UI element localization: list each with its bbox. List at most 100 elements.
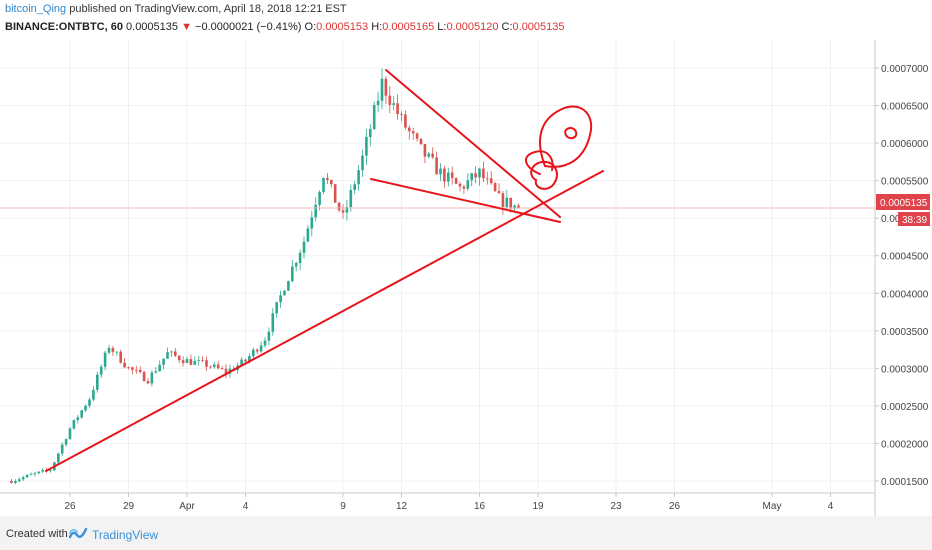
x-tick-label: 9 bbox=[340, 501, 346, 512]
symbol-line: BINANCE:ONTBTC, 60 0.0005135 ▼ −0.000002… bbox=[5, 21, 565, 33]
candle-body bbox=[107, 347, 111, 353]
candle-body bbox=[435, 157, 438, 175]
price-badge: 0.0005135 38:39 bbox=[876, 194, 930, 226]
y-tick-label: 0.0003000 bbox=[881, 364, 929, 375]
candle-body bbox=[415, 133, 419, 139]
candle-body bbox=[244, 359, 247, 362]
candle-body bbox=[138, 369, 142, 373]
candle-body bbox=[25, 474, 29, 478]
candle-body bbox=[294, 263, 298, 267]
candle-body bbox=[337, 202, 341, 211]
candle-body bbox=[372, 105, 376, 130]
candle-body bbox=[131, 367, 134, 370]
candle-body bbox=[318, 192, 321, 205]
candle-body bbox=[162, 358, 165, 365]
candle-body bbox=[197, 360, 200, 361]
x-tick-label: 12 bbox=[396, 501, 408, 512]
author-link[interactable]: bitcoin_Qing bbox=[5, 3, 67, 15]
candle-body bbox=[37, 471, 41, 474]
candle-body bbox=[123, 362, 126, 368]
candle-body bbox=[341, 210, 345, 213]
candle-body bbox=[49, 470, 52, 472]
candle-body bbox=[174, 351, 177, 356]
candle-body bbox=[177, 355, 181, 361]
tradingview-logo-icon[interactable] bbox=[68, 524, 88, 542]
x-tick-label: Apr bbox=[179, 501, 195, 512]
candle-body bbox=[158, 364, 161, 372]
candle-body bbox=[454, 178, 458, 184]
candle-body bbox=[33, 473, 37, 475]
candle-body bbox=[142, 372, 146, 382]
candle-body bbox=[283, 290, 286, 296]
candle-body bbox=[287, 281, 290, 291]
candle-body bbox=[60, 444, 64, 454]
candle-body bbox=[489, 178, 493, 184]
published-text: published on TradingView.com, April 18, … bbox=[69, 3, 347, 15]
y-tick-label: 0.0005500 bbox=[881, 177, 929, 188]
candle-body bbox=[450, 172, 454, 179]
candle-body bbox=[505, 197, 509, 207]
candle-body bbox=[18, 479, 21, 481]
candle-body bbox=[10, 481, 13, 483]
candle-body bbox=[369, 129, 372, 138]
candle-body bbox=[482, 168, 485, 179]
x-tick-label: 4 bbox=[828, 501, 834, 512]
candle-body bbox=[119, 351, 122, 363]
candle-body bbox=[205, 360, 208, 367]
candle-body bbox=[259, 345, 263, 352]
candle-body bbox=[384, 78, 388, 96]
candle-body bbox=[21, 477, 25, 480]
candle-body bbox=[408, 127, 411, 132]
candle-body bbox=[185, 359, 189, 364]
grid-lines bbox=[0, 40, 875, 493]
candle-body bbox=[427, 153, 431, 157]
y-tick-label: 0.0002000 bbox=[881, 439, 929, 450]
high-value: 0.0005165 bbox=[382, 21, 435, 33]
candle-body bbox=[127, 367, 130, 369]
candle-body bbox=[255, 349, 259, 352]
candle-body bbox=[466, 180, 470, 189]
annotations bbox=[45, 69, 604, 472]
candle-body bbox=[306, 228, 310, 242]
close-value: 0.0005135 bbox=[512, 21, 565, 33]
price-chart: 0.0001500 0.0002000 0.0002500 0.0003000 0.00… bbox=[0, 40, 930, 516]
low-value: 0.0005120 bbox=[446, 21, 499, 33]
candle-body bbox=[252, 349, 255, 357]
candle-body bbox=[154, 371, 158, 373]
price-badge-countdown: 38:39 bbox=[902, 215, 927, 226]
candle-body bbox=[115, 351, 119, 353]
time-axis: 26 29 Apr 4 9 12 16 19 23 26 May 4 bbox=[64, 493, 834, 512]
x-tick-label: 26 bbox=[64, 501, 76, 512]
tradingview-brand[interactable]: TradingView bbox=[92, 528, 159, 542]
candle-body bbox=[213, 364, 216, 367]
x-tick-label: 29 bbox=[123, 501, 135, 512]
created-with-text: Created with bbox=[6, 528, 68, 540]
candle-body bbox=[166, 352, 169, 359]
x-tick-label: 23 bbox=[610, 501, 622, 512]
y-tick-label: 0.0006000 bbox=[881, 139, 929, 150]
candle-body bbox=[298, 252, 302, 264]
candle-body bbox=[322, 177, 325, 193]
candle-body bbox=[353, 184, 356, 190]
candle-body bbox=[99, 366, 103, 375]
candle-body bbox=[365, 137, 368, 156]
candle-body bbox=[209, 366, 212, 368]
price-badge-value: 0.0005135 bbox=[880, 198, 928, 209]
wedge-upper-line bbox=[385, 69, 561, 218]
candle-body bbox=[509, 197, 512, 209]
y-tick-label: 0.0002500 bbox=[881, 402, 929, 413]
candle-body bbox=[216, 364, 220, 369]
candle-body bbox=[263, 340, 267, 346]
candle-body bbox=[29, 474, 33, 475]
candle-body bbox=[68, 428, 72, 440]
support-trendline bbox=[45, 170, 604, 472]
price-change: −0.0000021 (−0.41%) bbox=[195, 21, 302, 33]
candle-body bbox=[291, 266, 294, 282]
y-tick-label: 0.0004500 bbox=[881, 252, 929, 263]
candle-body bbox=[513, 205, 516, 209]
candle-body bbox=[72, 419, 76, 429]
candle-body bbox=[493, 183, 497, 192]
open-value: 0.0005153 bbox=[316, 21, 369, 33]
candle-body bbox=[497, 191, 501, 194]
open-label: O: bbox=[304, 21, 317, 33]
